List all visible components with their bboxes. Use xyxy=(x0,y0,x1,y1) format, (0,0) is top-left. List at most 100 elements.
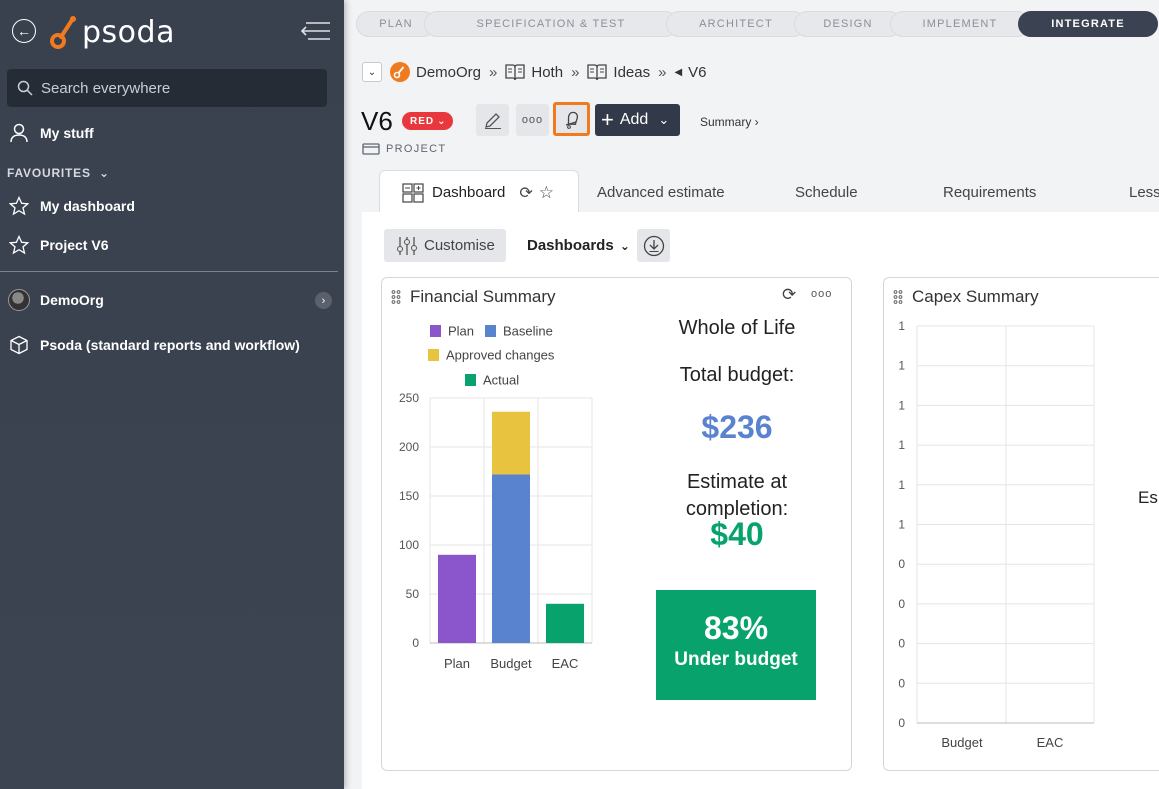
drag-handle-icon[interactable] xyxy=(391,290,401,304)
tab-lessons[interactable]: Less xyxy=(1129,170,1159,214)
breadcrumb-label: DemoOrg xyxy=(416,63,482,81)
y-tick-label: 0 xyxy=(898,597,905,611)
tab-label: Requirements xyxy=(943,183,1037,201)
logo-text: psoda xyxy=(82,14,175,50)
tab-dashboard[interactable]: Dashboard ⟳ ☆ xyxy=(379,170,579,214)
breadcrumb-label: V6 xyxy=(688,63,707,81)
book-icon xyxy=(505,63,526,81)
search-icon xyxy=(17,80,33,96)
sidebar-item-my-dashboard[interactable]: My dashboard xyxy=(8,196,135,216)
sidebar-item-label: DemoOrg xyxy=(40,292,104,308)
breadcrumb-ideas[interactable]: Ideas xyxy=(587,63,650,81)
sidebar-item-workflow[interactable]: Psoda (standard reports and workflow) xyxy=(8,335,300,355)
capex-summary-card: Capex Summary 1 1 1 1 1 1 0 0 0 0 0 Budget EAC Es xyxy=(883,277,1159,771)
project-icon xyxy=(362,143,380,155)
chevron-down-icon: ⌄ xyxy=(437,115,447,127)
sidebar-item-label: Project V6 xyxy=(40,237,109,253)
total-budget-label: Total budget: xyxy=(679,364,795,386)
dashboards-dropdown[interactable]: Dashboards ⌄ xyxy=(527,237,630,254)
financial-summary-card: Financial Summary ⟳ ooo Plan Baseline Appr… xyxy=(381,277,852,771)
star-icon[interactable]: ☆ xyxy=(538,182,555,202)
phase-design[interactable]: DESIGN xyxy=(794,11,902,37)
legend-swatch xyxy=(485,325,496,337)
customise-label: Customise xyxy=(424,237,495,254)
chevron-down-icon: ⌄ xyxy=(98,166,110,180)
search-input[interactable] xyxy=(41,79,311,97)
y-tick-label: 0 xyxy=(898,637,905,651)
tab-label: Schedule xyxy=(795,183,858,201)
breadcrumb-label: Hoth xyxy=(531,63,564,81)
phase-specification-test[interactable]: SPECIFICATION & TEST xyxy=(424,11,678,37)
breadcrumb-separator: » xyxy=(658,63,667,81)
legend-swatch xyxy=(430,325,441,337)
back-button[interactable]: ← xyxy=(12,19,36,43)
bar-plan xyxy=(438,554,476,643)
y-tick-label: 1 xyxy=(898,359,905,373)
edit-button[interactable] xyxy=(476,104,509,136)
sidebar-item-org[interactable]: DemoOrg xyxy=(8,289,104,311)
tab-advanced-estimate[interactable]: Advanced estimate xyxy=(597,170,725,214)
item-type-label: PROJECT xyxy=(386,143,447,155)
add-button-label: Add xyxy=(619,111,649,128)
customise-button[interactable]: Customise xyxy=(384,229,506,262)
dashboard-icon xyxy=(402,182,424,203)
pencil-icon xyxy=(484,113,501,129)
refresh-icon[interactable]: ⟳ xyxy=(782,285,797,304)
drag-handle-icon[interactable] xyxy=(893,290,903,304)
chevron-down-icon: ⌄ xyxy=(658,112,670,127)
collapse-menu-icon xyxy=(300,22,330,40)
collapse-sidebar-button[interactable] xyxy=(300,20,332,42)
breadcrumb-label: Ideas xyxy=(613,63,651,81)
phase-architect[interactable]: ARCHITECT xyxy=(666,11,806,37)
phase-label: IMPLEMENT xyxy=(922,18,998,30)
y-tick-label: 1 xyxy=(898,438,905,452)
tab-schedule[interactable]: Schedule xyxy=(795,170,858,214)
percent-label: Under budget xyxy=(674,649,798,670)
breadcrumb-org[interactable]: DemoOrg xyxy=(390,62,481,82)
notifications-button[interactable] xyxy=(553,102,590,136)
tab-label: Advanced estimate xyxy=(597,183,725,201)
dashboards-label: Dashboards xyxy=(527,237,614,254)
avatar xyxy=(8,289,30,311)
download-icon xyxy=(643,235,664,256)
phase-bar: PLAN SPECIFICATION & TEST ARCHITECT DESI… xyxy=(356,11,1159,37)
summary-link[interactable]: Summary › xyxy=(700,115,759,129)
sidebar-item-label: My stuff xyxy=(40,125,94,141)
breadcrumb-separator: » xyxy=(571,63,580,81)
sidebar-item-project-v6[interactable]: Project V6 xyxy=(8,235,108,255)
capex-cut-text: Es xyxy=(1138,488,1158,507)
y-tick-label: 150 xyxy=(399,489,419,503)
whole-of-life-label: Whole of Life xyxy=(678,317,796,339)
add-button[interactable]: + Add ⌄ xyxy=(595,104,680,136)
more-icon[interactable]: ooo xyxy=(811,288,833,300)
psoda-logo[interactable]: psoda xyxy=(50,12,175,52)
chevron-down-icon: ⌄ xyxy=(619,239,630,253)
expand-org-button[interactable]: › xyxy=(315,292,332,309)
legend-label: Approved changes xyxy=(446,348,555,363)
sidebar-item-label: Psoda (standard reports and workflow) xyxy=(40,337,300,353)
more-options-button[interactable]: ooo xyxy=(516,104,549,136)
favourites-label: FAVOURITES xyxy=(7,166,91,180)
package-icon xyxy=(8,335,30,355)
sidebar-item-my-stuff[interactable]: My stuff xyxy=(8,123,94,143)
y-tick-label: 100 xyxy=(399,538,419,552)
psoda-logo-icon xyxy=(50,16,76,49)
phase-integrate[interactable]: INTEGRATE xyxy=(1018,11,1158,37)
org-logo-icon xyxy=(390,62,410,82)
refresh-icon[interactable]: ⟳ xyxy=(519,184,533,202)
capex-chart: 1 1 1 1 1 1 0 0 0 0 0 Budget EAC xyxy=(898,319,1095,750)
breadcrumb-separator: » xyxy=(489,63,498,81)
phase-label: PLAN xyxy=(379,18,413,30)
book-icon xyxy=(587,63,608,81)
download-button[interactable] xyxy=(637,229,670,262)
breadcrumb-hoth[interactable]: Hoth xyxy=(505,63,563,81)
tab-label: Dashboard xyxy=(432,184,506,201)
favourites-header[interactable]: FAVOURITES ⌄ xyxy=(7,166,110,180)
status-badge[interactable]: RED ⌄ xyxy=(402,112,453,130)
breadcrumb-toggle[interactable]: ⌄ xyxy=(362,62,382,82)
phase-implement[interactable]: IMPLEMENT xyxy=(890,11,1030,37)
phase-plan[interactable]: PLAN xyxy=(356,11,436,37)
x-tick-label: Budget xyxy=(941,735,983,750)
search-box[interactable] xyxy=(7,69,327,107)
tab-requirements[interactable]: Requirements xyxy=(943,170,1036,214)
